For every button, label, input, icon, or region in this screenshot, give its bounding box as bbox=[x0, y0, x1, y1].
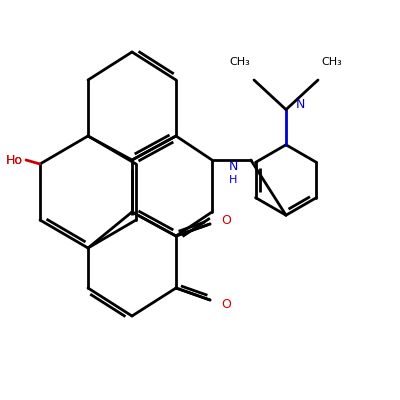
Text: Ho: Ho bbox=[6, 154, 22, 166]
Text: H: H bbox=[229, 175, 237, 185]
Text: Ho: Ho bbox=[6, 154, 22, 166]
Text: CH₃: CH₃ bbox=[230, 57, 250, 67]
Text: O: O bbox=[221, 214, 231, 226]
Text: N: N bbox=[295, 98, 305, 110]
Text: N: N bbox=[229, 160, 238, 172]
Text: CH₃: CH₃ bbox=[322, 57, 342, 67]
Text: O: O bbox=[221, 298, 231, 310]
